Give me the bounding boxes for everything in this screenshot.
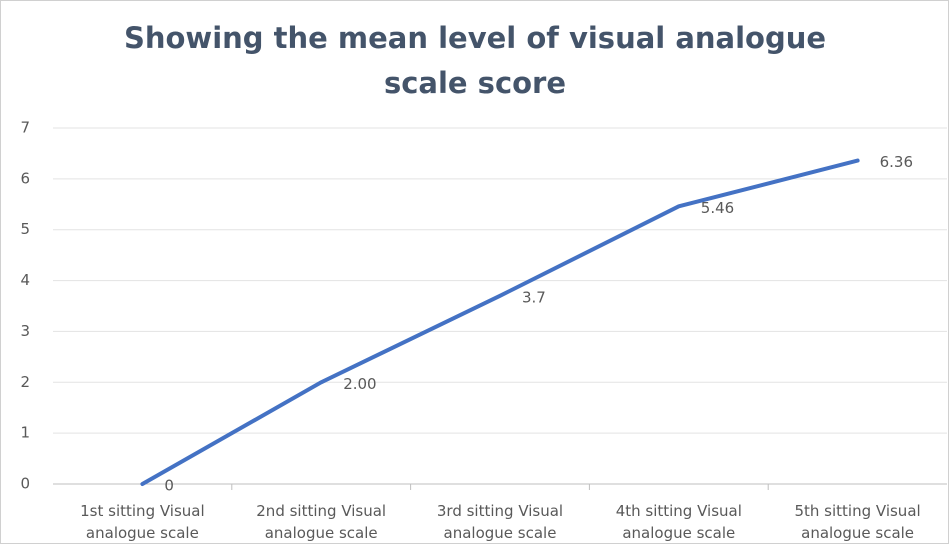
y-tick-label: 0: [20, 475, 30, 493]
data-line: [140, 158, 860, 486]
data-label: 6.36: [880, 153, 913, 171]
y-tick-label: 2: [20, 373, 30, 391]
x-tick-label: 4th sitting Visual analogue scale: [615, 502, 742, 542]
data-label: 3.7: [522, 288, 546, 306]
y-tick-label: 5: [20, 220, 30, 238]
x-tick-label: 5th sitting Visual analogue scale: [794, 502, 921, 542]
y-tick-label: 7: [20, 119, 30, 137]
x-tick-label: 1st sitting Visual analogue scale: [80, 502, 205, 542]
x-tick-label: 3rd sitting Visual analogue scale: [436, 502, 564, 542]
y-tick-label: 3: [20, 322, 30, 340]
y-tick-label: 6: [20, 169, 30, 187]
y-tick-label: 1: [20, 424, 30, 442]
x-tick-label: 2nd sitting Visual analogue scale: [256, 502, 387, 542]
data-label: 5.46: [701, 199, 734, 217]
data-label: 0: [164, 477, 174, 495]
chart-title: Showing the mean level of visual analogu…: [123, 21, 827, 100]
data-label: 2.00: [343, 375, 376, 393]
y-tick-label: 4: [20, 271, 30, 289]
